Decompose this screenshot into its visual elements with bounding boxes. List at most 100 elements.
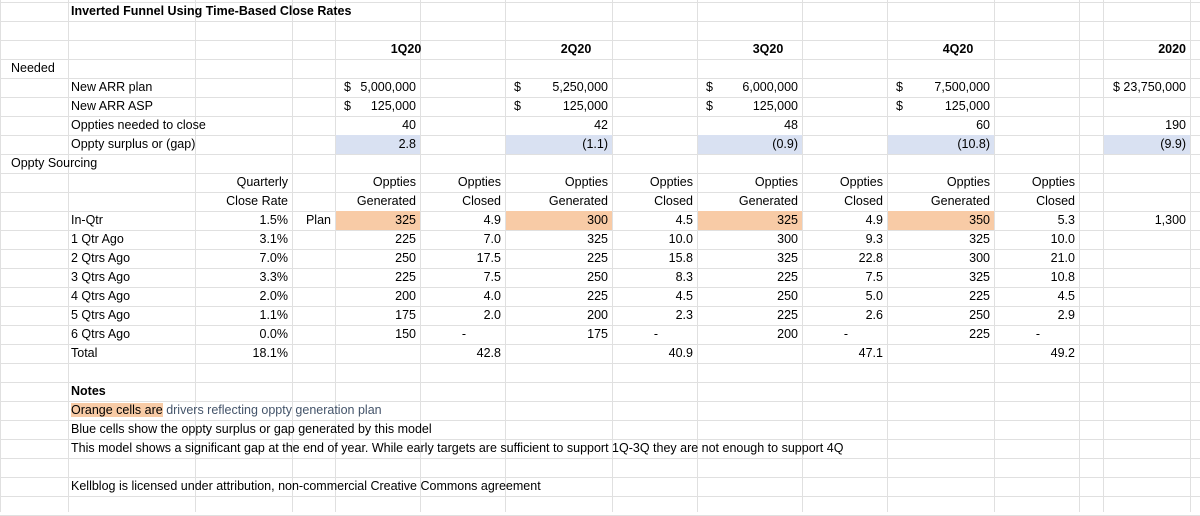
header[interactable]: Oppties [754,175,798,189]
header[interactable]: Generated [548,194,608,208]
total-closed[interactable]: 42.8 [476,346,501,360]
closed-value[interactable]: 7.5 [483,270,501,284]
needed-value[interactable]: 48 [784,118,798,132]
needed-value[interactable]: $5,250,000 [506,78,612,97]
generated-value[interactable]: 200 [777,327,798,341]
row-label[interactable]: 5 Qtrs Ago [71,308,131,322]
closed-value[interactable]: 15.8 [668,251,693,265]
generated-value[interactable]: 175 [395,308,416,322]
plan-driver-cell[interactable]: 350 [888,211,994,230]
closed-value[interactable]: - [653,327,659,341]
row-label[interactable]: 1 Qtr Ago [71,232,124,246]
closed-value[interactable]: 2.3 [675,308,693,322]
header[interactable]: Generated [356,194,416,208]
plan-label[interactable]: Plan [305,213,331,227]
closed-value[interactable]: 17.5 [476,251,501,265]
quarter-header[interactable]: 3Q20 [752,42,784,56]
closed-value[interactable]: 2.6 [865,308,883,322]
quarter-header[interactable]: 1Q20 [390,42,422,56]
year-header[interactable]: 2020 [1158,42,1186,56]
total-label[interactable]: Total [71,346,98,360]
needed-value[interactable]: $5,000,000 [336,78,420,97]
generated-value[interactable]: 325 [969,232,990,246]
closed-value[interactable]: 5.3 [1057,213,1075,227]
generated-value[interactable]: 225 [395,232,416,246]
generated-value[interactable]: 225 [777,270,798,284]
gap-value[interactable]: 2.8 [336,135,420,154]
header[interactable]: Closed [844,194,883,208]
notes-heading[interactable]: Notes [71,384,106,398]
closed-value[interactable]: 10.8 [1050,270,1075,284]
header[interactable]: Oppties [372,175,416,189]
needed-value[interactable]: $125,000 [698,97,802,116]
closed-value[interactable]: - [461,327,467,341]
header[interactable]: Quarterly [236,175,288,189]
gap-value[interactable]: (1.1) [506,135,612,154]
header[interactable]: Oppties [457,175,501,189]
row-label[interactable]: In-Qtr [71,213,103,227]
year-total[interactable]: (9.9) [1104,135,1190,154]
generated-value[interactable]: 300 [969,251,990,265]
closed-value[interactable]: 7.0 [483,232,501,246]
close-rate[interactable]: 2.0% [259,289,289,303]
generated-value[interactable]: 200 [395,289,416,303]
header[interactable]: Generated [738,194,798,208]
needed-value[interactable]: 60 [976,118,990,132]
closed-value[interactable]: 9.3 [865,232,883,246]
needed-value[interactable]: $125,000 [506,97,612,116]
closed-value[interactable]: 21.0 [1050,251,1075,265]
closed-value[interactable]: 5.0 [865,289,883,303]
close-rate[interactable]: 0.0% [259,327,289,341]
total-closed[interactable]: 49.2 [1050,346,1075,360]
generated-value[interactable]: 300 [777,232,798,246]
needed-value[interactable]: 40 [402,118,416,132]
close-rate[interactable]: 3.1% [259,232,289,246]
generated-value[interactable]: 250 [969,308,990,322]
closed-value[interactable]: 4.5 [1057,289,1075,303]
generated-value[interactable]: 200 [587,308,608,322]
generated-value[interactable]: 250 [587,270,608,284]
closed-value[interactable]: 4.5 [675,289,693,303]
header[interactable]: Oppties [1031,175,1075,189]
total-closed[interactable]: 40.9 [668,346,693,360]
closed-value[interactable]: 4.0 [483,289,501,303]
header[interactable]: Oppties [839,175,883,189]
header[interactable]: Closed [654,194,693,208]
plan-driver-cell[interactable]: 325 [336,211,420,230]
gap-value[interactable]: (0.9) [698,135,802,154]
close-rate[interactable]: 3.3% [259,270,289,284]
header[interactable]: Oppties [946,175,990,189]
generated-value[interactable]: 225 [587,289,608,303]
closed-value[interactable]: 8.3 [675,270,693,284]
header[interactable]: Oppties [564,175,608,189]
license-note[interactable]: Kellblog is licensed under attribution, … [71,479,541,493]
needed-value[interactable]: $125,000 [888,97,994,116]
needed-value[interactable]: $7,500,000 [888,78,994,97]
section-needed[interactable]: Needed [11,61,55,75]
generated-value[interactable]: 225 [777,308,798,322]
needed-value[interactable]: $125,000 [336,97,420,116]
note-orange[interactable]: Orange cells are drivers reflecting oppt… [69,401,697,420]
closed-value[interactable]: - [1035,327,1041,341]
header[interactable]: Closed [1036,194,1075,208]
row-label[interactable]: Oppty surplus or (gap) [71,137,196,151]
generated-value[interactable]: 175 [587,327,608,341]
closed-value[interactable]: 4.9 [483,213,501,227]
year-total[interactable]: 190 [1165,118,1186,132]
close-rate[interactable]: 7.0% [259,251,289,265]
generated-value[interactable]: 225 [587,251,608,265]
row-label[interactable]: 4 Qtrs Ago [71,289,131,303]
closed-value[interactable]: 4.5 [675,213,693,227]
generated-value[interactable]: 325 [777,251,798,265]
row-label[interactable]: Oppties needed to close [71,118,206,132]
generated-value[interactable]: 225 [969,327,990,341]
quarter-header[interactable]: 4Q20 [942,42,974,56]
note-gap[interactable]: This model shows a significant gap at th… [71,441,844,455]
page-title[interactable]: Inverted Funnel Using Time-Based Close R… [71,4,352,18]
year-total[interactable]: $ 23,750,000 [1113,80,1186,94]
closed-value[interactable]: - [843,327,849,341]
needed-value[interactable]: 42 [594,118,608,132]
row-label[interactable]: New ARR ASP [71,99,153,113]
total-closed[interactable]: 47.1 [858,346,883,360]
